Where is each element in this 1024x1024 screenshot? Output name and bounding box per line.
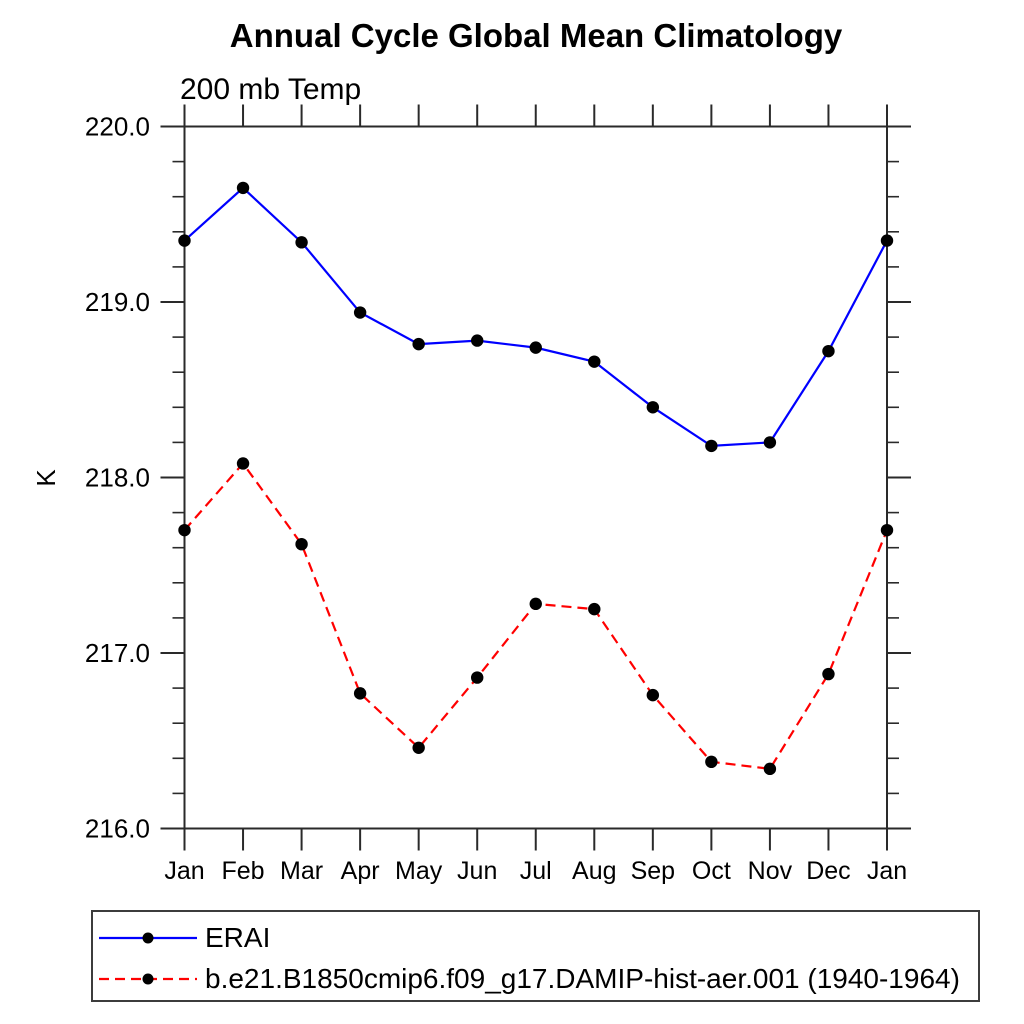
- data-point: [705, 439, 718, 453]
- chart-title: Annual Cycle Global Mean Climatology: [229, 17, 843, 54]
- legend-line-sample: [99, 973, 197, 985]
- x-tick-label: Jul: [520, 857, 552, 885]
- data-point: [295, 236, 308, 249]
- data-point: [822, 667, 835, 681]
- x-tick-label: May: [395, 857, 443, 885]
- legend-sample-marker: [142, 932, 154, 944]
- data-point: [471, 334, 484, 347]
- data-point: [529, 597, 542, 611]
- data-point: [412, 741, 425, 754]
- data-point: [471, 671, 484, 684]
- legend-item-1: b.e21.B1850cmip6.f09_g17.DAMIP-hist-aer.…: [98, 960, 960, 998]
- y-tick-label: 219.0: [85, 287, 150, 317]
- data-point: [236, 181, 250, 195]
- data-point: [236, 457, 250, 470]
- y-tick-label: 217.0: [85, 638, 150, 668]
- data-point: [178, 523, 191, 537]
- x-tick-label: Oct: [692, 857, 731, 885]
- legend-sample-marker: [142, 973, 154, 985]
- x-tick-label: Jan: [867, 857, 907, 885]
- data-point: [646, 688, 660, 702]
- data-point: [822, 344, 835, 358]
- data-point: [646, 401, 660, 414]
- x-tick-label: Jan: [164, 857, 204, 885]
- data-point: [880, 523, 894, 537]
- data-point: [295, 537, 308, 551]
- series-line-1: [183, 461, 889, 771]
- y-tick-label: 216.0: [85, 814, 150, 844]
- data-point: [588, 602, 601, 616]
- y-axis-label: K: [31, 469, 61, 487]
- x-tick-label: Jun: [457, 857, 497, 885]
- chart-subtitle: 200 mb Temp: [180, 73, 362, 106]
- x-tick-label: Mar: [280, 857, 323, 885]
- legend-label: ERAI: [205, 922, 271, 953]
- data-point: [412, 337, 425, 351]
- data-point: [763, 762, 777, 776]
- x-tick-label: Apr: [341, 857, 380, 885]
- data-point: [353, 306, 367, 319]
- x-tick-label: Feb: [221, 857, 264, 885]
- legend-box: ERAI b.e21.B1850cmip6.f09_g17.DAMIP-hist-…: [91, 910, 980, 1002]
- x-tick-label: Nov: [748, 857, 793, 885]
- legend-item-0: ERAI: [98, 919, 270, 957]
- data-point: [588, 355, 601, 368]
- data-point: [529, 341, 542, 354]
- x-tick-label: Sep: [631, 857, 675, 885]
- y-tick-label: 220.0: [85, 112, 150, 142]
- series-line-0: [183, 186, 888, 448]
- y-tick-label: 218.0: [85, 463, 150, 493]
- data-point: [178, 234, 191, 247]
- data-point: [353, 687, 367, 700]
- x-tick-label: Dec: [806, 857, 850, 885]
- plot-area: Jan Feb Mar Apr May Jun Jul Aug Sep Oct Nov Dec Jan 2…: [31, 104, 911, 885]
- legend-line-sample: [99, 932, 197, 944]
- data-point: [880, 234, 894, 247]
- data-point: [763, 436, 777, 449]
- legend-label: b.e21.B1850cmip6.f09_g17.DAMIP-hist-aer.…: [205, 963, 960, 994]
- data-point: [705, 755, 718, 769]
- x-tick-label: Aug: [572, 857, 616, 885]
